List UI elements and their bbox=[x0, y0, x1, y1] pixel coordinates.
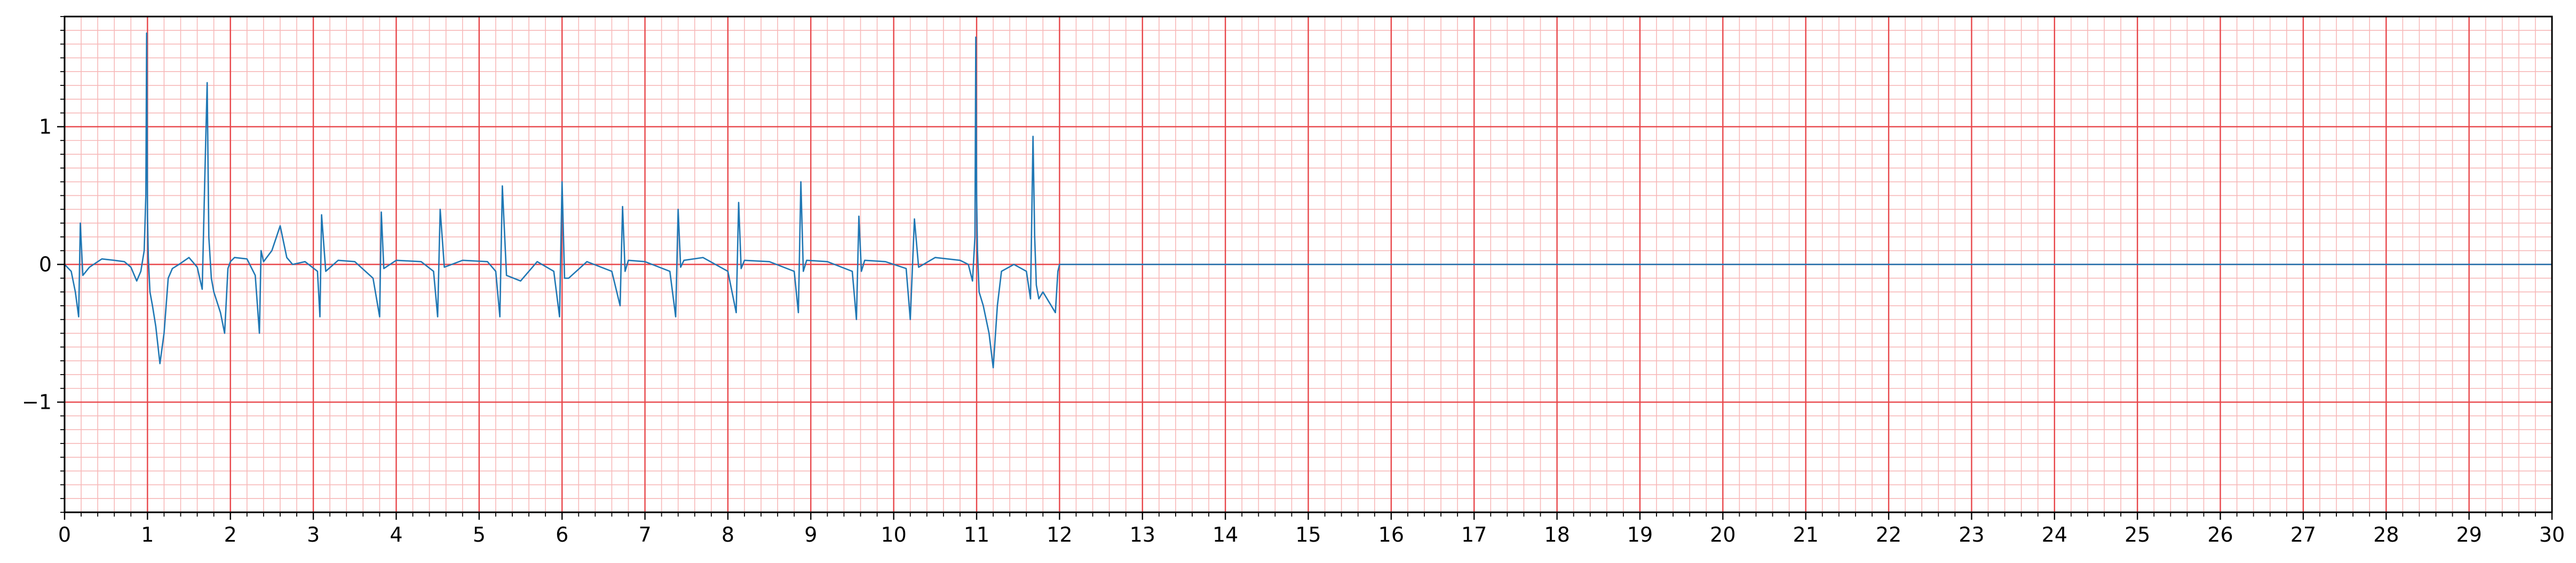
x-tick-label: 20 bbox=[1710, 523, 1735, 546]
x-tick-label: 17 bbox=[1461, 523, 1487, 546]
y-tick-label: 0 bbox=[39, 253, 52, 276]
x-tick-label: 21 bbox=[1793, 523, 1819, 546]
x-tick-label: 11 bbox=[964, 523, 989, 546]
x-tick-label: 9 bbox=[804, 523, 817, 546]
x-tick-label: 14 bbox=[1212, 523, 1238, 546]
x-tick-label: 8 bbox=[722, 523, 734, 546]
x-tick-label: 30 bbox=[2539, 523, 2565, 546]
x-tick-label: 1 bbox=[141, 523, 154, 546]
x-tick-label: 12 bbox=[1047, 523, 1072, 546]
y-tick-label: −1 bbox=[22, 391, 52, 414]
x-tick-label: 10 bbox=[881, 523, 906, 546]
x-tick-label: 29 bbox=[2456, 523, 2482, 546]
x-tick-label: 13 bbox=[1130, 523, 1155, 546]
x-tick-label: 7 bbox=[638, 523, 651, 546]
x-tick-label: 25 bbox=[2125, 523, 2150, 546]
y-tick-label: 1 bbox=[39, 115, 52, 138]
x-tick-label: 2 bbox=[224, 523, 237, 546]
x-tick-label: 28 bbox=[2373, 523, 2399, 546]
x-axis: 0 1 2 3 4 5 6 7 8 9 10 11 12 13 14 15 16 17 18 19 20 21 22 23 24… bbox=[58, 512, 2565, 546]
x-tick-label: 24 bbox=[2042, 523, 2067, 546]
series-line bbox=[64, 32, 2552, 369]
x-tick-label: 6 bbox=[556, 523, 568, 546]
x-tick-label: 3 bbox=[307, 523, 320, 546]
x-tick-label: 5 bbox=[473, 523, 486, 546]
x-tick-label: 19 bbox=[1627, 523, 1653, 546]
x-tick-label: 22 bbox=[1876, 523, 1901, 546]
x-tick-label: 23 bbox=[1959, 523, 1984, 546]
x-tick-label: 18 bbox=[1544, 523, 1570, 546]
x-tick-label: 26 bbox=[2207, 523, 2233, 546]
x-tick-label: 16 bbox=[1378, 523, 1404, 546]
y-axis: −1 0 1 bbox=[22, 16, 65, 513]
x-tick-label: 4 bbox=[390, 523, 402, 546]
x-tick-label: 15 bbox=[1295, 523, 1321, 546]
x-tick-label: 0 bbox=[58, 523, 71, 546]
x-tick-label: 27 bbox=[2290, 523, 2316, 546]
